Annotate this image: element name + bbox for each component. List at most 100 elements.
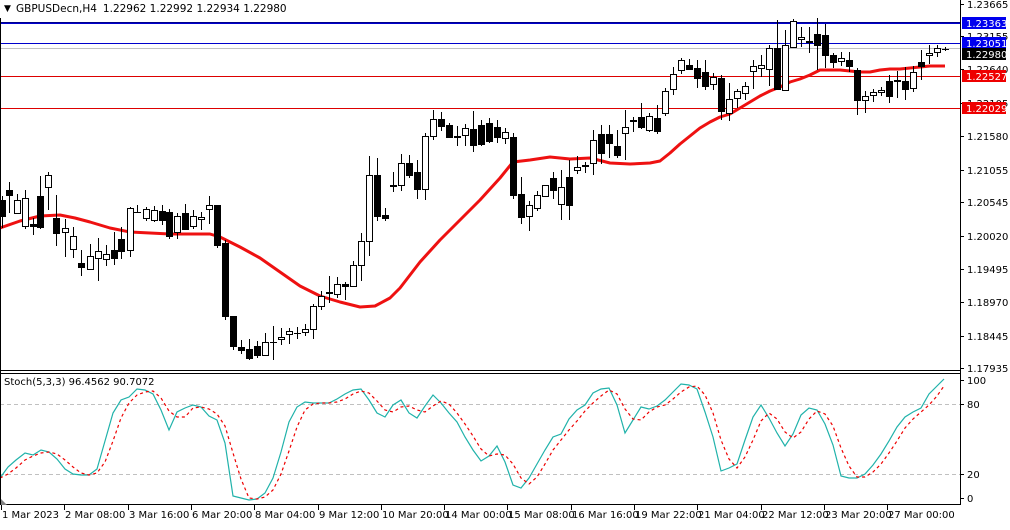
candle [686, 59, 693, 70]
candle [862, 91, 869, 113]
candle [934, 45, 941, 57]
candle [942, 47, 949, 51]
candle [574, 156, 581, 174]
candle [310, 304, 317, 339]
symbol-label: GBPUSDecn,H4 [16, 3, 97, 15]
candle [750, 60, 757, 89]
candle [366, 156, 373, 256]
candle [238, 340, 245, 354]
time-tick-label: 16 Mar 16:00 [572, 510, 639, 521]
price-tick-label: 1.20545 [967, 198, 1008, 209]
candle [806, 27, 813, 53]
candle [286, 328, 293, 344]
candle [103, 245, 110, 266]
candle [406, 155, 413, 178]
candle [654, 105, 661, 134]
candle [550, 172, 557, 199]
candle [270, 326, 277, 360]
candle [318, 291, 325, 310]
candle [206, 196, 213, 224]
candle [918, 50, 925, 80]
price-tick-label: 1.20020 [967, 232, 1008, 243]
stochastic-pane[interactable] [0, 378, 960, 501]
candle [87, 244, 94, 270]
candle [430, 110, 437, 140]
candle [902, 67, 909, 100]
time-axis[interactable]: 1 Mar 2023 2 Mar 08:00 3 Mar 16:00 6 Mar 20… [1, 505, 955, 521]
candle [111, 232, 118, 265]
candle [254, 341, 261, 358]
candle [742, 82, 749, 100]
candle [422, 133, 429, 200]
price-tick-label: 1.18970 [967, 298, 1008, 309]
candle [718, 75, 725, 120]
svg-text:1.23051: 1.23051 [966, 39, 1007, 50]
price-tick-label: 1.18445 [967, 332, 1008, 343]
candle [886, 75, 893, 103]
candle [414, 160, 421, 199]
candle [358, 233, 365, 281]
candle [14, 194, 21, 214]
horizontal-lines[interactable] [0, 23, 960, 109]
time-tick-label: 3 Mar 16:00 [129, 510, 189, 521]
candle [558, 170, 565, 220]
svg-text:1.22527: 1.22527 [966, 72, 1007, 83]
candle [95, 238, 102, 281]
candle [438, 112, 445, 131]
candle [910, 66, 917, 92]
candle [350, 261, 357, 287]
candle [118, 227, 125, 259]
candle [822, 24, 829, 68]
candle [678, 58, 685, 74]
time-tick-label: 6 Mar 20:00 [192, 510, 252, 521]
candle [230, 316, 237, 350]
time-tick-label: 1 Mar 2023 [2, 510, 59, 521]
candle [846, 52, 853, 72]
candle [159, 205, 166, 225]
candle [566, 160, 573, 220]
candle [782, 30, 789, 91]
candle [134, 205, 141, 213]
candle [214, 205, 221, 248]
candle [790, 19, 797, 48]
stoch-tick-label: 0 [967, 494, 973, 505]
candle [638, 103, 645, 129]
support-price-label: 1.22029 [962, 102, 1007, 115]
time-tick-label: 19 Mar 22:00 [635, 510, 702, 521]
stoch-tick-label: 80 [967, 400, 980, 411]
svg-text:1.22980: 1.22980 [966, 50, 1007, 61]
time-tick-label: 22 Mar 12:00 [762, 510, 829, 521]
candle [766, 45, 773, 86]
candle [62, 219, 69, 257]
candle [502, 128, 509, 144]
candle [694, 60, 701, 88]
candle [662, 88, 669, 116]
candle [470, 111, 477, 152]
candle [726, 83, 733, 121]
candle [198, 212, 205, 230]
candle [894, 71, 901, 98]
candle [30, 218, 37, 235]
candle [590, 130, 597, 175]
ohlc-values: 1.22962 1.22992 1.22934 1.22980 [103, 3, 287, 15]
price-tick-label: 1.21580 [967, 132, 1008, 143]
candle [926, 45, 933, 64]
candle [534, 191, 541, 211]
candle [702, 60, 709, 90]
candle [222, 240, 229, 320]
candle [246, 339, 253, 360]
candle [814, 18, 821, 70]
candle [614, 130, 621, 158]
time-tick-label: 14 Mar 00:00 [445, 510, 512, 521]
candle [342, 282, 349, 300]
resistance-price-label: 1.23363 [962, 17, 1007, 30]
candle [45, 172, 52, 210]
candle [798, 27, 805, 47]
candle [78, 250, 85, 276]
symbol-arrow-icon[interactable]: ▼ [4, 4, 11, 14]
candle [382, 208, 389, 221]
